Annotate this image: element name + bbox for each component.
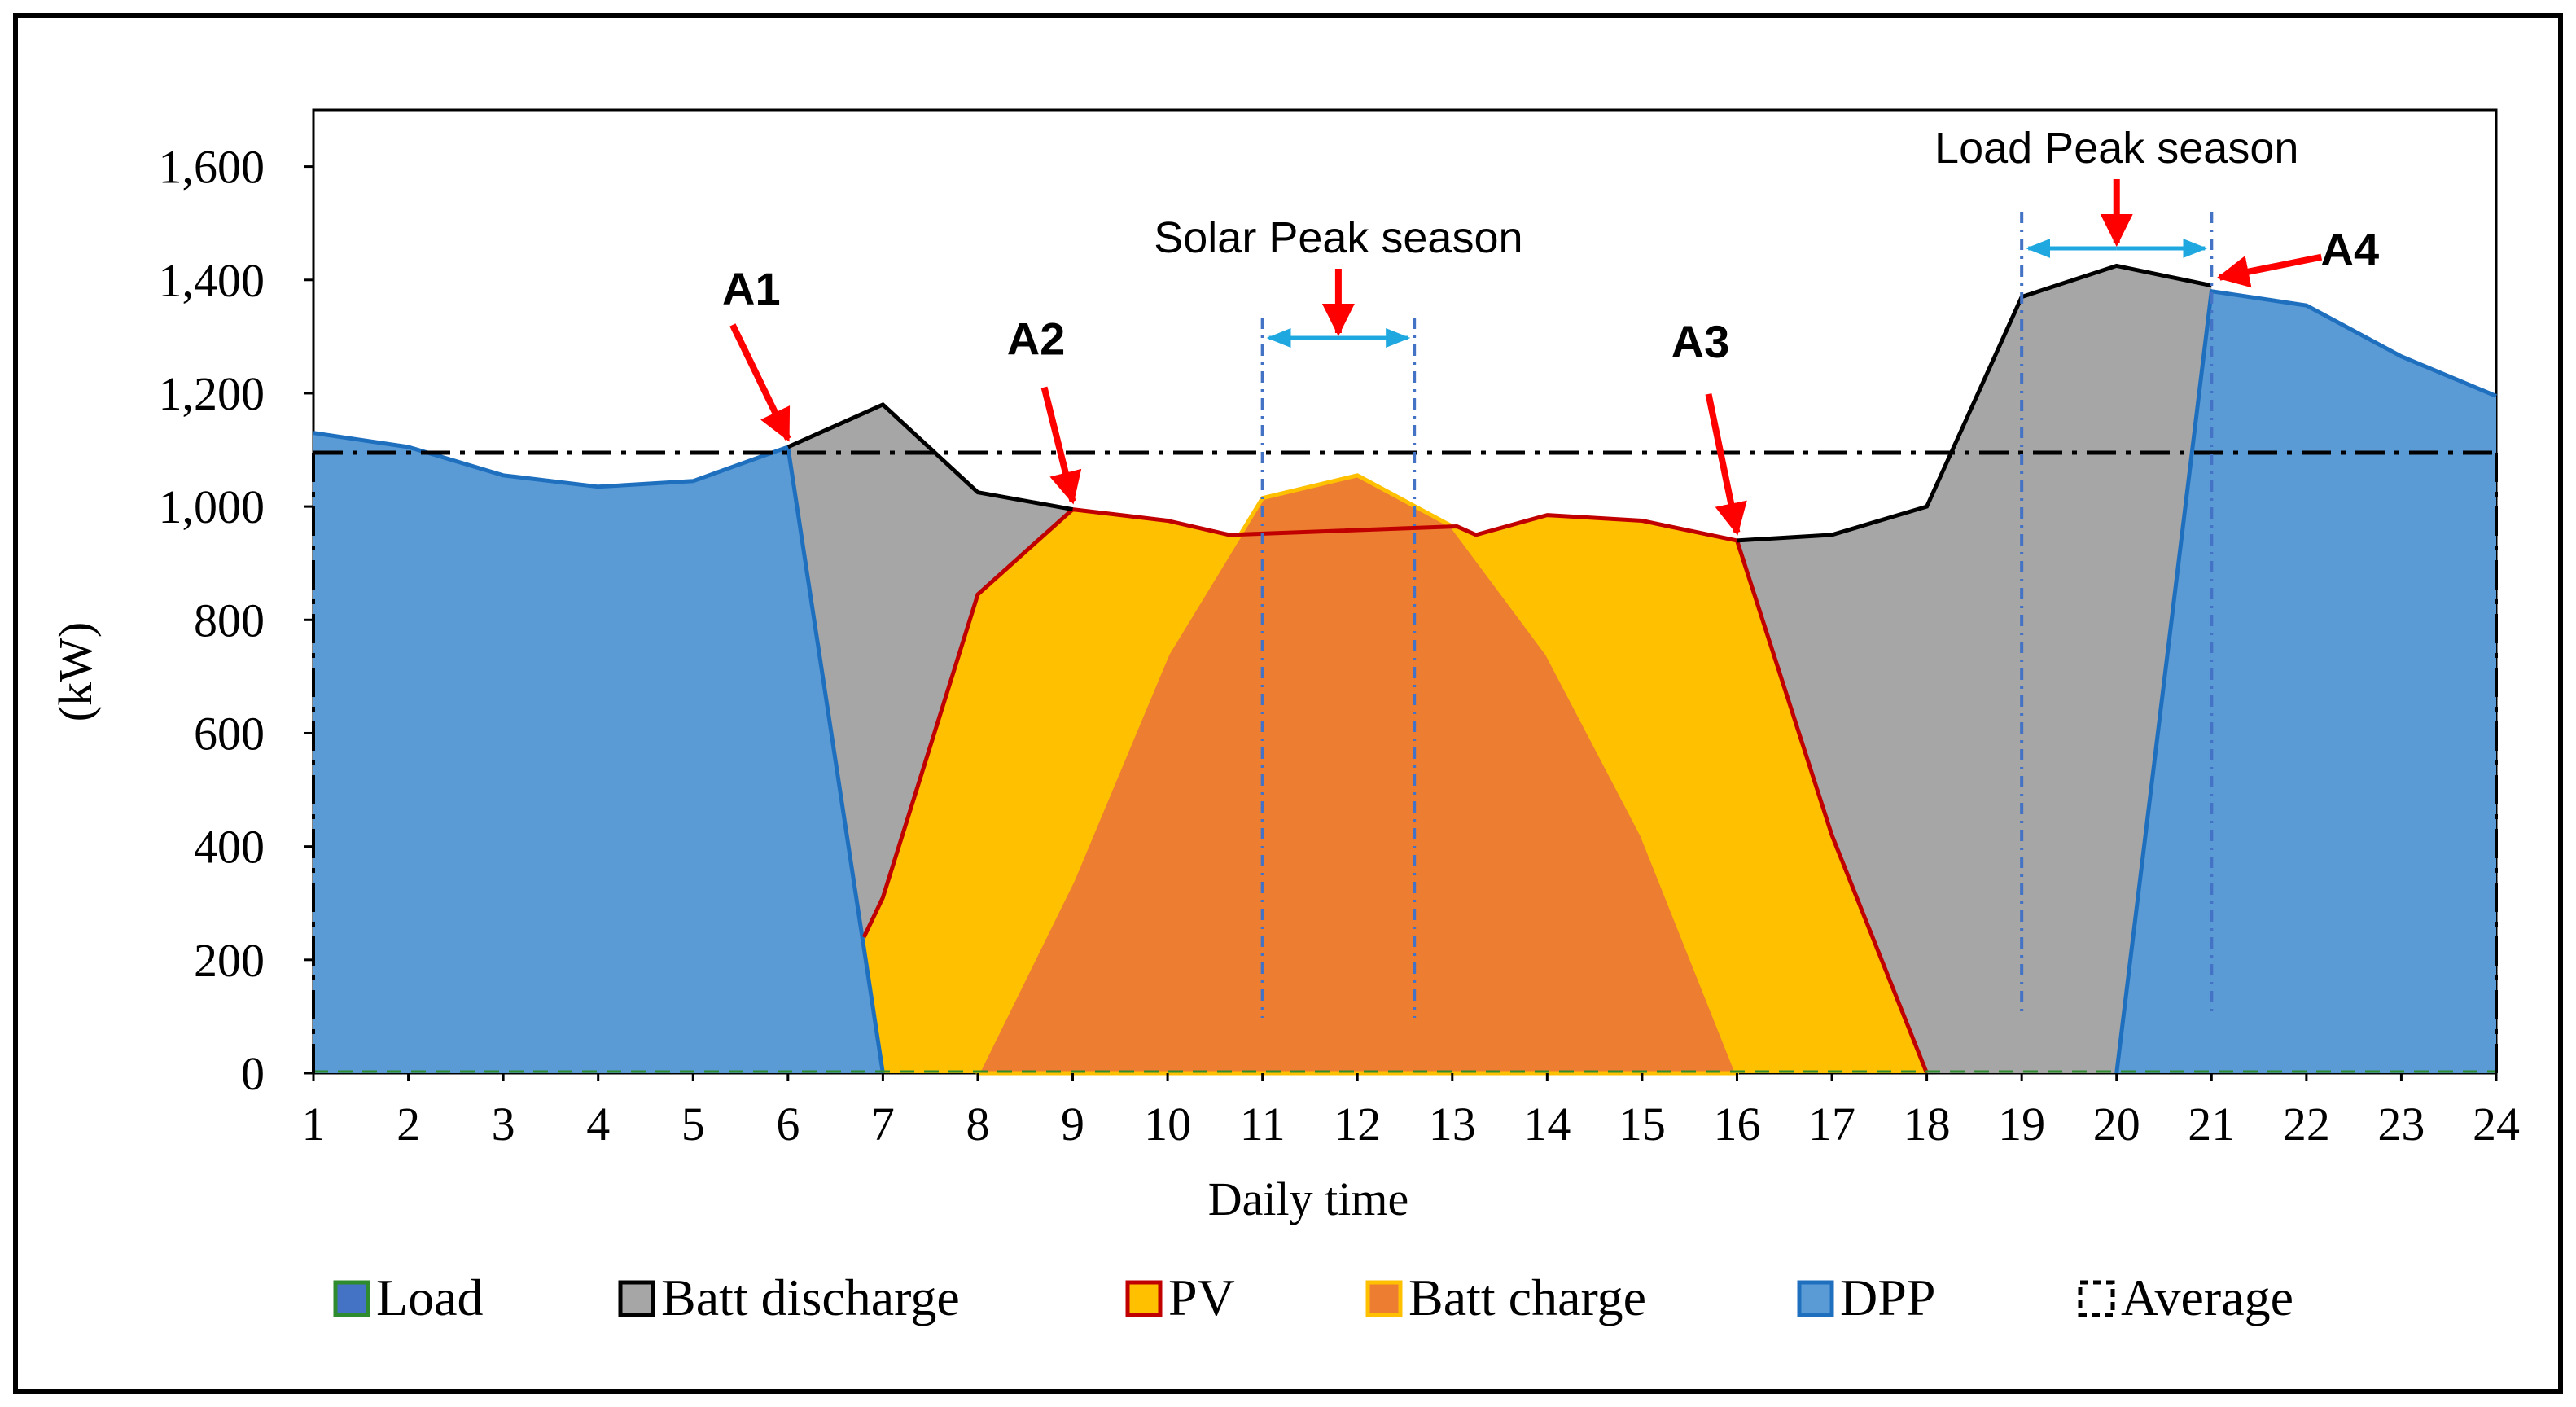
x-tick-label: 8: [966, 1098, 989, 1151]
y-tick-label: 600: [194, 707, 265, 760]
y-tick-label: 200: [194, 934, 265, 987]
x-tick-label: 11: [1240, 1098, 1286, 1151]
annotation-label: A4: [2321, 224, 2380, 275]
x-tick-label: 13: [1429, 1098, 1476, 1151]
dpp-edge-evening: [2114, 288, 2497, 1074]
annotation-arrow: [729, 323, 791, 442]
legend-swatch: [1797, 1280, 1834, 1317]
y-tick-label: 0: [241, 1047, 265, 1100]
batt-discharge-edge-morning: [786, 401, 1073, 512]
annotation-label: A3: [1671, 316, 1730, 367]
annotation-arrow: [1705, 393, 1747, 536]
legend-swatch: [333, 1280, 370, 1317]
batt-discharge-edge-evening: [1737, 263, 2212, 543]
x-tick-label: 7: [871, 1098, 895, 1151]
legend: Load Batt discharge PV Batt charge DPP Averag…: [333, 1269, 2293, 1326]
legend-label: Batt discharge: [661, 1269, 960, 1326]
x-tick-label: 3: [492, 1098, 515, 1151]
season-label: Solar Peak season: [1154, 213, 1522, 262]
dpp-area-morning: [313, 432, 883, 1073]
legend-label: Load: [376, 1269, 484, 1326]
x-tick-label: 15: [1619, 1098, 1666, 1151]
x-tick-label: 23: [2377, 1098, 2425, 1151]
y-tick-label: 1,200: [159, 367, 265, 420]
y-axis-label: (kW): [49, 622, 102, 721]
annotation-arrow: [2216, 253, 2323, 288]
legend-swatch: [1125, 1280, 1163, 1317]
y-tick-label: 1,000: [159, 480, 265, 533]
x-tick-label: 16: [1713, 1098, 1760, 1151]
x-tick-label: 14: [1523, 1098, 1571, 1151]
x-tick-label: 12: [1334, 1098, 1381, 1151]
legend-swatch: [618, 1280, 655, 1317]
x-tick-label: 20: [2093, 1098, 2140, 1151]
x-tick-label: 21: [2188, 1098, 2235, 1151]
x-tick-label: 6: [776, 1098, 800, 1151]
legend-label: PV: [1168, 1269, 1235, 1326]
x-axis-label: Daily time: [1208, 1172, 1408, 1225]
x-tick-label: 5: [681, 1098, 705, 1151]
overlays: Solar Peak season Load Peak season A1 A2 A3 A…: [312, 124, 2498, 1073]
legend-swatch: [2078, 1280, 2115, 1317]
season-label: Load Peak season: [1934, 124, 2298, 173]
y-tick-label: 1,600: [159, 141, 265, 194]
y-tick-label: 400: [194, 821, 265, 874]
annotation-label: A1: [722, 263, 781, 314]
x-tick-label: 19: [1998, 1098, 2045, 1151]
y-tick-label: 1,400: [159, 254, 265, 307]
x-tick-label: 1: [302, 1098, 326, 1151]
x-tick-label: 2: [396, 1098, 420, 1151]
x-tick-label: 4: [586, 1098, 610, 1151]
legend-label: DPP: [1840, 1269, 1935, 1326]
legend-label: Average: [2121, 1269, 2293, 1326]
batt-discharge-area-evening: [1737, 265, 2212, 1073]
x-tick-label: 24: [2473, 1098, 2520, 1151]
annotation-arrow: [1040, 386, 1082, 505]
legend-swatch: [1365, 1280, 1403, 1317]
x-tick-label: 17: [1808, 1098, 1855, 1151]
y-tick-label: 800: [194, 594, 265, 647]
x-tick-label: 10: [1144, 1098, 1191, 1151]
batt-charge-area: [975, 473, 1739, 1076]
x-tick-label: 22: [2283, 1098, 2330, 1151]
legend-label: Batt charge: [1408, 1269, 1646, 1326]
x-tick-label: 9: [1061, 1098, 1084, 1151]
annotation-label: A2: [1007, 313, 1066, 365]
x-tick-label: 18: [1904, 1098, 1951, 1151]
